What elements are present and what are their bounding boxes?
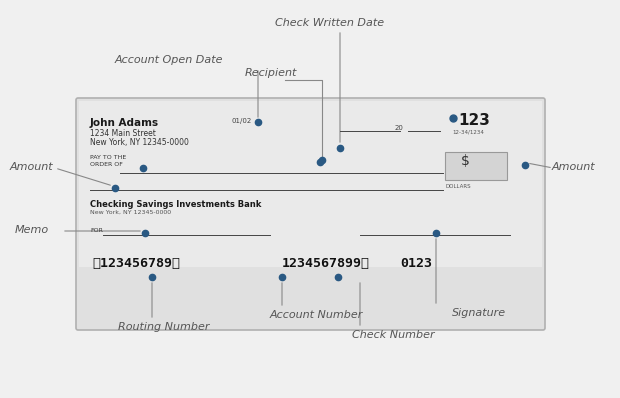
FancyBboxPatch shape bbox=[79, 101, 542, 267]
Text: ⑑123456789⑑: ⑑123456789⑑ bbox=[92, 257, 180, 270]
Text: New York, NY 12345-0000: New York, NY 12345-0000 bbox=[90, 210, 171, 215]
Text: FOR: FOR bbox=[90, 228, 103, 233]
Text: PAY TO THE: PAY TO THE bbox=[90, 155, 126, 160]
Text: Account Open Date: Account Open Date bbox=[115, 55, 223, 65]
FancyBboxPatch shape bbox=[445, 152, 507, 180]
Text: ORDER OF: ORDER OF bbox=[90, 162, 123, 167]
Text: 1234 Main Street: 1234 Main Street bbox=[90, 129, 156, 138]
Text: 12-34/1234: 12-34/1234 bbox=[452, 130, 484, 135]
Text: John Adams: John Adams bbox=[90, 118, 159, 128]
Text: Routing Number: Routing Number bbox=[118, 322, 210, 332]
Text: Checking Savings Investments Bank: Checking Savings Investments Bank bbox=[90, 200, 262, 209]
Text: 01/02: 01/02 bbox=[232, 118, 252, 124]
Text: 0123: 0123 bbox=[400, 257, 432, 270]
Text: Memo: Memo bbox=[15, 225, 49, 235]
Text: Check Written Date: Check Written Date bbox=[275, 18, 384, 28]
Text: Account Number: Account Number bbox=[270, 310, 363, 320]
FancyBboxPatch shape bbox=[76, 98, 545, 330]
Text: Check Number: Check Number bbox=[352, 330, 435, 340]
Text: 123: 123 bbox=[458, 113, 490, 128]
Text: 20: 20 bbox=[395, 125, 404, 131]
Text: Recipient: Recipient bbox=[245, 68, 298, 78]
Text: $: $ bbox=[461, 154, 469, 168]
Text: DOLLARS: DOLLARS bbox=[446, 184, 472, 189]
Text: Amount: Amount bbox=[10, 162, 53, 172]
Text: Amount: Amount bbox=[552, 162, 596, 172]
Text: Signature: Signature bbox=[452, 308, 506, 318]
Text: 1234567899⑒: 1234567899⑒ bbox=[282, 257, 370, 270]
Text: New York, NY 12345-0000: New York, NY 12345-0000 bbox=[90, 138, 189, 147]
